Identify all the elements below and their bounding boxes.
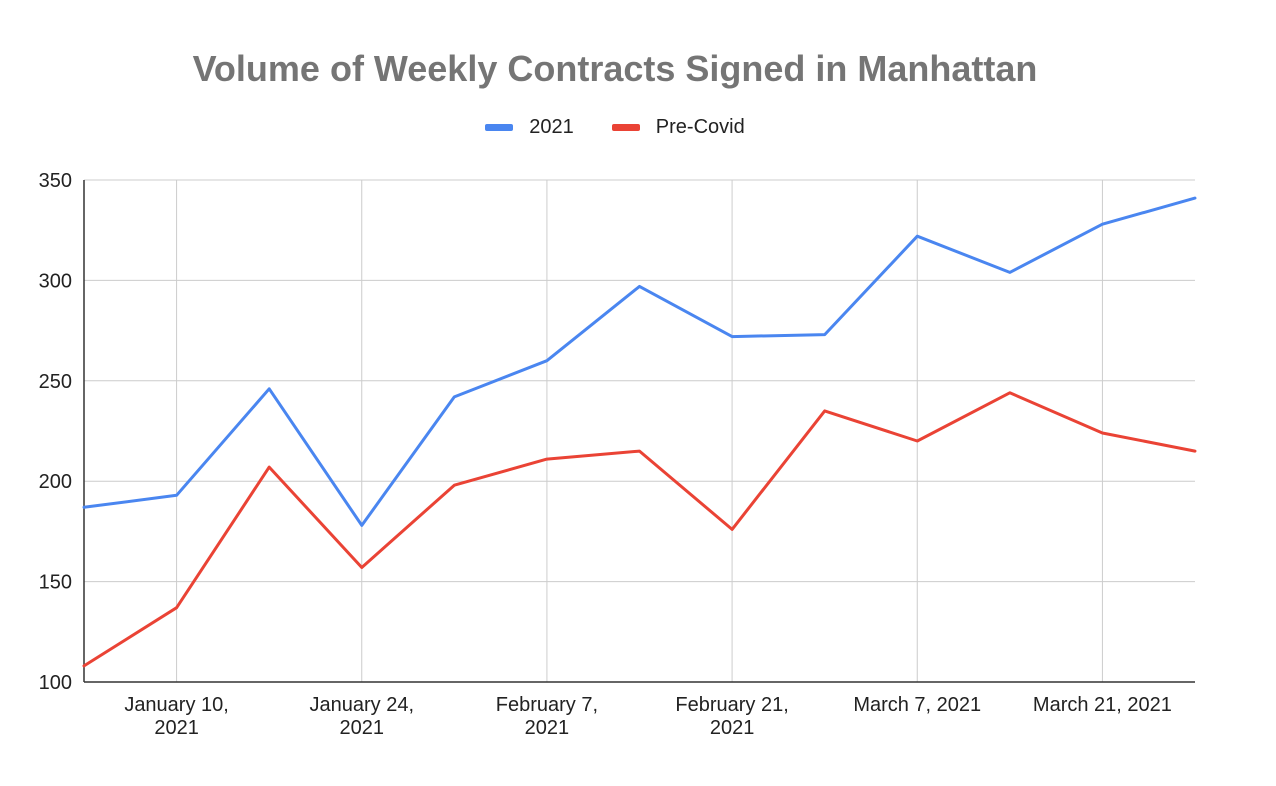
y-tick-label-300: 300: [39, 270, 72, 292]
x-tick-label-4: March 7, 2021: [853, 694, 981, 716]
y-tick-label-100: 100: [39, 672, 72, 694]
y-tick-label-200: 200: [39, 471, 72, 493]
x-tick-label-0-line2: 2021: [154, 717, 199, 739]
legend-label-pre-covid: Pre-Covid: [655, 116, 745, 138]
x-tick-label-1-line2: 2021: [340, 717, 385, 739]
x-tick-label-2: February 7,: [496, 694, 598, 716]
chart-title: Volume of Weekly Contracts Signed in Man…: [192, 48, 1038, 89]
x-tick-label-5: March 21, 2021: [1033, 694, 1172, 716]
series-line-2021: [82, 196, 1197, 527]
legend-item-2021[interactable]: 2021: [485, 116, 574, 139]
legend-swatch-pre-covid: [611, 124, 640, 131]
legend-label-2021: 2021: [529, 116, 574, 138]
x-tick-label-3: February 21,: [675, 694, 788, 716]
y-tick-label-350: 350: [39, 170, 72, 192]
x-tick-label-0: January 10,: [124, 694, 229, 716]
x-tick-label-1: January 24,: [309, 694, 414, 716]
legend-swatch-2021: [485, 124, 514, 131]
y-tick-label-150: 150: [39, 572, 72, 594]
legend-item-pre-covid[interactable]: Pre-Covid: [611, 116, 745, 139]
y-tick-label-250: 250: [39, 371, 72, 393]
x-tick-label-2-line2: 2021: [525, 717, 570, 739]
x-tick-label-3-line2: 2021: [710, 717, 755, 739]
legend: 2021 Pre-Covid: [0, 116, 1230, 139]
series-line-pre-covid: [82, 391, 1197, 668]
